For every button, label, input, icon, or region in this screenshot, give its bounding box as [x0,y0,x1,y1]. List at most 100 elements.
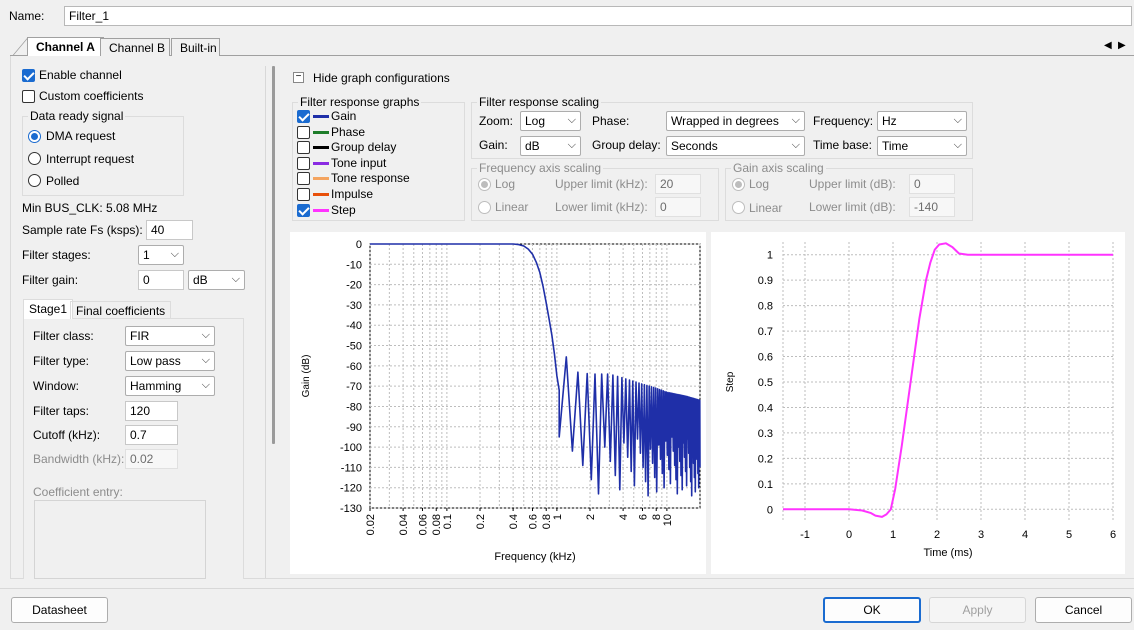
x-tick-label: -1 [800,529,810,541]
tab-channel-b[interactable]: Channel B [100,38,170,56]
gain-chart: 0 -10 -20 -30 -40 -50 -60 -70 -80 -90 -100 -110 -120… [290,232,706,574]
enable-channel-checkbox[interactable] [22,69,35,82]
filter-taps-input[interactable]: 120 [125,401,178,421]
dma-request-label: DMA request [46,129,116,143]
chevron-down-icon: ⌵ [170,248,179,260]
gain-axis-title: Gain axis scaling [731,161,826,175]
phase-select[interactable]: Wrapped in degrees ⌵ [666,111,805,131]
gain-upper-label: Upper limit (dB): [809,177,896,191]
vertical-splitter[interactable] [272,66,275,444]
gain-log-radio[interactable] [732,178,745,191]
x-tick-label: 6 [637,514,649,520]
x-tick-label: 2 [934,529,940,541]
y-tick-label: 0.1 [758,479,773,491]
y-tick-label: -120 [340,483,362,495]
graph-color-swatch [313,161,329,165]
hide-graph-config-label[interactable]: Hide graph configurations [313,71,450,85]
polled-radio[interactable] [28,174,41,187]
filter-type-select[interactable]: Low pass ⌵ [125,351,215,371]
graph-checkbox-tone-response[interactable] [297,172,310,186]
y-tick-label: -30 [346,300,362,312]
chevron-down-icon: ⌵ [791,139,800,151]
graph-checkbox-phase[interactable] [297,125,310,139]
graph-checkbox-gain[interactable] [297,110,310,123]
gain-lower-input[interactable]: -140 [909,197,955,217]
x-tick-label: 2 [585,514,597,520]
time-base-select[interactable]: Time ⌵ [877,136,967,156]
graph-label: Gain [331,109,357,123]
freq-upper-input[interactable]: 20 [655,174,701,194]
tab-scroll-left-icon[interactable]: ◀ [1104,40,1112,51]
apply-button[interactable]: Apply [929,597,1026,623]
graph-label: Group delay [331,140,397,155]
graph-checkbox-step[interactable] [297,203,310,217]
graph-checkbox-impulse[interactable] [297,188,310,201]
gain-upper-input[interactable]: 0 [909,174,955,194]
x-tick-label: 0 [846,529,852,541]
collapse-toggle-icon[interactable]: − [293,72,304,83]
zoom-select[interactable]: Log ⌵ [520,111,581,131]
freq-log-radio[interactable] [478,178,491,191]
chevron-down-icon: ⌵ [953,139,962,151]
y-axis-label: Step [725,371,736,392]
graph-label: Tone response [331,171,410,186]
group-delay-select[interactable]: Seconds ⌵ [666,136,805,156]
sample-rate-input[interactable]: 40 [146,220,193,240]
graph-checkbox-group-delay[interactable] [297,141,310,155]
custom-coefficients-checkbox[interactable] [22,90,35,103]
y-tick-label: 0 [767,504,773,516]
tab-final-coefficients[interactable]: Final coefficients [70,301,172,319]
datasheet-button[interactable]: Datasheet [11,597,108,623]
y-tick-label: -90 [346,422,362,434]
graph-label: Phase [331,124,366,139]
filter-class-select[interactable]: FIR ⌵ [125,326,215,346]
enable-channel-label: Enable channel [39,68,122,82]
tab-stage1[interactable]: Stage1 [23,299,74,319]
frequency-select[interactable]: Hz ⌵ [877,111,967,131]
gain-label: Gain: [479,138,508,152]
filter-taps-label: Filter taps: [33,404,90,418]
sample-rate-label: Sample rate Fs (ksps): [22,223,143,237]
custom-coefficients-label: Custom coefficients [39,89,144,103]
splitter-track [265,66,266,578]
bandwidth-input[interactable]: 0.02 [125,449,178,469]
y-tick-label: 1 [767,250,773,262]
name-input[interactable]: Filter_1 [64,6,1132,26]
x-axis-label: Time (ms) [923,547,972,559]
graph-checkbox-tone-input[interactable] [297,156,310,170]
polled-label: Polled [46,174,80,188]
filter-stages-label: Filter stages: [22,248,91,262]
chevron-down-icon: ⌵ [231,273,240,285]
graph-label: Tone input [331,155,387,170]
chevron-down-icon: ⌵ [201,379,210,391]
gain-lower-label: Lower limit (dB): [809,200,896,214]
filter-stages-select[interactable]: 1 ⌵ [138,245,184,265]
tab-scroll-right-icon[interactable]: ▶ [1118,40,1126,51]
y-tick-label: -40 [346,320,362,332]
window-select[interactable]: Hamming ⌵ [125,376,215,396]
freq-linear-label: Linear [495,200,529,214]
freq-lower-input[interactable]: 0 [655,197,701,217]
ok-button[interactable]: OK [823,597,921,623]
chevron-down-icon: ⌵ [201,329,210,341]
x-tick-label: 4 [1022,529,1028,541]
step-series-line [783,242,1113,518]
x-axis-label: Frequency (kHz) [494,551,575,563]
filter-gain-unit-select[interactable]: dB ⌵ [188,270,245,290]
y-tick-label: -100 [340,442,362,454]
cutoff-input[interactable]: 0.7 [125,425,178,445]
interrupt-request-radio[interactable] [28,152,41,165]
x-tick-label: 0.2 [475,514,487,529]
coefficient-entry-textarea[interactable] [34,500,206,579]
gain-select[interactable]: dB ⌵ [520,136,581,156]
freq-linear-radio[interactable] [478,201,491,214]
x-tick-label: 0.08 [431,514,443,535]
gain-linear-radio[interactable] [732,201,745,214]
tab-built-in[interactable]: Built-in [171,38,220,56]
dma-request-radio[interactable] [28,130,41,143]
freq-log-label: Log [495,177,516,191]
tab-channel-a[interactable]: Channel A [27,37,104,57]
filter-gain-input[interactable]: 0 [138,270,184,290]
frequency-label: Frequency: [813,114,874,128]
cancel-button[interactable]: Cancel [1035,597,1132,623]
